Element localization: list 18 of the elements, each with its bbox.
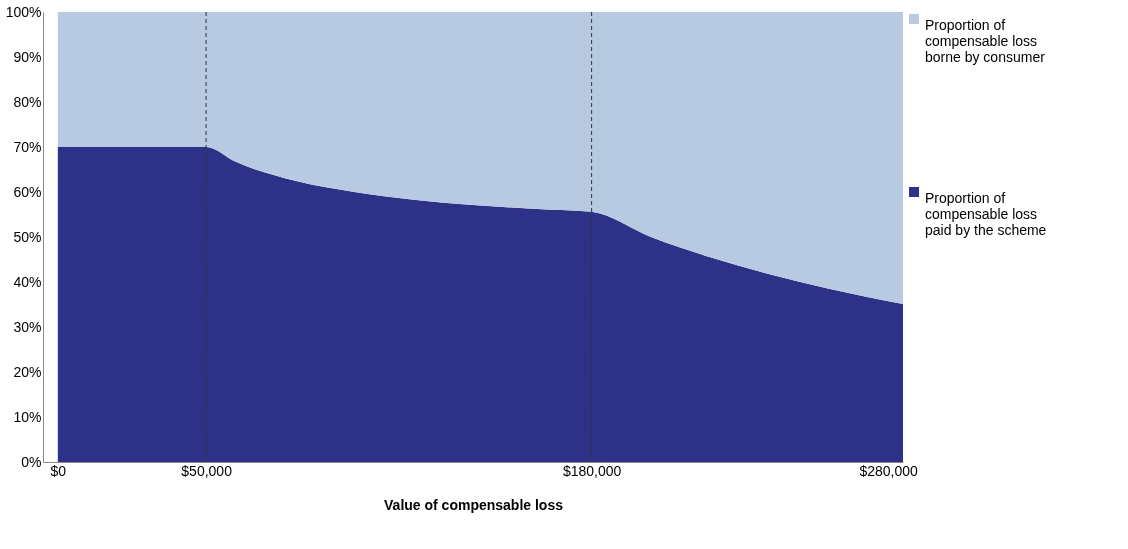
y-tick-label: 100% <box>5 3 42 20</box>
y-tick-label: 20% <box>13 363 42 380</box>
y-tick-label: 90% <box>13 48 42 65</box>
x-tick-label: $180,000 <box>562 462 622 479</box>
x-axis-title: Value of compensable loss <box>384 496 564 513</box>
y-tick-label: 10% <box>13 408 42 425</box>
y-tick-label: 50% <box>13 228 42 245</box>
y-tick-label: 70% <box>13 138 42 155</box>
legend-label: Proportion of compensable loss paid by the scheme <box>925 190 1047 238</box>
y-tick-label: 0% <box>21 453 42 470</box>
x-tick-label: $50,000 <box>181 462 233 479</box>
y-tick-label: 80% <box>13 93 42 110</box>
x-tick-label: $280,000 <box>859 462 919 479</box>
y-tick-label: 60% <box>13 183 42 200</box>
legend-label: Proportion of compensable loss borne by consumer <box>925 17 1046 65</box>
y-tick-label: 40% <box>13 273 42 290</box>
x-tick-label: $0 <box>50 462 67 479</box>
y-tick-label: 30% <box>13 318 42 335</box>
